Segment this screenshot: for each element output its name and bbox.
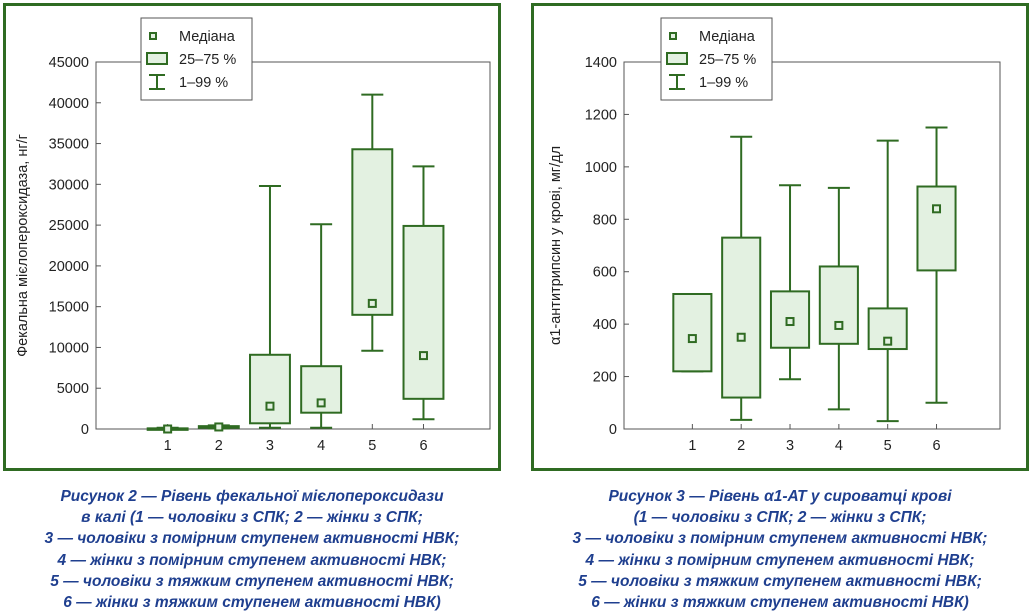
- caption-line: в калі (1 — чоловіки з СПК; 2 — жінки з …: [81, 509, 423, 527]
- y-tick-label: 20000: [49, 259, 89, 275]
- x-tick-label: 5: [368, 438, 376, 454]
- x-tick-label: 2: [737, 438, 745, 454]
- caption-line: (1 — чоловіки з СПК; 2 — жінки з СПК;: [633, 509, 927, 527]
- legend-iqr-label: 25–75 %: [699, 52, 756, 68]
- caption-line: Рисунок 3 — Рівень α1-АТ у сироватці кро…: [608, 488, 952, 505]
- plot-area-border: [623, 61, 1001, 430]
- median-marker: [736, 332, 746, 342]
- median-marker: [785, 317, 795, 327]
- legend-range-label: 1–99 %: [179, 75, 228, 91]
- y-tick-label: 40000: [49, 96, 89, 112]
- y-tick-label: 5000: [57, 381, 89, 397]
- caption-line: 3 — чоловіки з помірним ступенем активно…: [44, 530, 460, 548]
- x-tick-label: 6: [419, 438, 427, 454]
- median-marker: [163, 424, 173, 434]
- y-tick-label: 15000: [49, 300, 89, 316]
- x-tick-label: 4: [835, 438, 843, 454]
- x-tick-label: 3: [786, 438, 794, 454]
- y-tick-label: 10000: [49, 340, 89, 356]
- legend-median-label: Медіана: [179, 29, 236, 45]
- y-tick-label: 25000: [49, 218, 89, 234]
- caption-line: 4 — жінки з помірним ступенем активності…: [57, 551, 447, 569]
- x-tick-label: 5: [884, 438, 892, 454]
- y-tick-label: 30000: [49, 177, 89, 193]
- median-marker: [316, 398, 326, 408]
- caption-line: 6 — жінки з тяжким ступенем активності Н…: [63, 594, 441, 612]
- iqr-box: [818, 265, 859, 345]
- legend-iqr-symbol: [666, 52, 688, 65]
- iqr-box: [351, 148, 394, 316]
- median-marker: [834, 320, 844, 330]
- median-marker: [687, 334, 697, 344]
- iqr-box: [672, 292, 713, 373]
- x-tick-label: 2: [215, 438, 223, 454]
- y-axis-label: Фекальна мієлопероксидаза, нг/г: [15, 134, 31, 357]
- legend-iqr-symbol: [146, 52, 168, 65]
- figure-caption-3: Рисунок 3 — Рівень α1-АТ у сироватці кро…: [530, 486, 1030, 613]
- median-marker: [214, 422, 224, 432]
- y-axis-label: α1-антитрипсин у крові, мг/дл: [548, 146, 564, 345]
- x-tick-label: 6: [932, 438, 940, 454]
- plot-area-border: [95, 61, 491, 430]
- caption-line: 5 — чоловіки з тяжким ступенем активност…: [578, 572, 982, 590]
- median-marker: [367, 298, 377, 308]
- iqr-box: [402, 224, 445, 400]
- caption-line: Рисунок 2 — Рівень фекальної мієлоперокс…: [60, 488, 444, 505]
- caption-line: 3 — чоловіки з помірним ступенем активно…: [572, 530, 988, 548]
- legend-median-label: Медіана: [699, 29, 756, 45]
- caption-line: 5 — чоловіки з тяжким ступенем активност…: [50, 572, 454, 590]
- median-marker: [265, 401, 275, 411]
- caption-line: 6 — жінки з тяжким ступенем активності Н…: [591, 594, 969, 612]
- y-tick-label: 1200: [585, 107, 617, 123]
- y-tick-label: 45000: [49, 55, 89, 71]
- iqr-box: [916, 185, 957, 272]
- x-tick-label: 1: [164, 438, 172, 454]
- caption-line: 4 — жінки з помірним ступенем активності…: [585, 551, 975, 569]
- figure-caption-2: Рисунок 2 — Рівень фекальної мієлоперокс…: [2, 486, 502, 613]
- y-tick-label: 35000: [49, 137, 89, 153]
- legend-iqr-label: 25–75 %: [179, 52, 236, 68]
- y-tick-label: 0: [609, 422, 617, 438]
- median-marker: [418, 351, 428, 361]
- x-tick-label: 1: [688, 438, 696, 454]
- legend-range-label: 1–99 %: [699, 75, 748, 91]
- y-tick-label: 200: [593, 370, 617, 386]
- median-marker: [883, 336, 893, 346]
- x-tick-label: 4: [317, 438, 325, 454]
- median-marker: [932, 204, 942, 214]
- legend-median-symbol: [669, 32, 677, 40]
- iqr-box: [721, 236, 762, 399]
- y-tick-label: 600: [593, 265, 617, 281]
- y-tick-label: 1000: [585, 160, 617, 176]
- y-tick-label: 800: [593, 212, 617, 228]
- iqr-box: [249, 353, 291, 425]
- legend-median-symbol: [149, 32, 157, 40]
- y-tick-label: 400: [593, 317, 617, 333]
- x-tick-label: 3: [266, 438, 274, 454]
- y-tick-label: 1400: [585, 55, 617, 71]
- y-tick-label: 0: [81, 422, 89, 438]
